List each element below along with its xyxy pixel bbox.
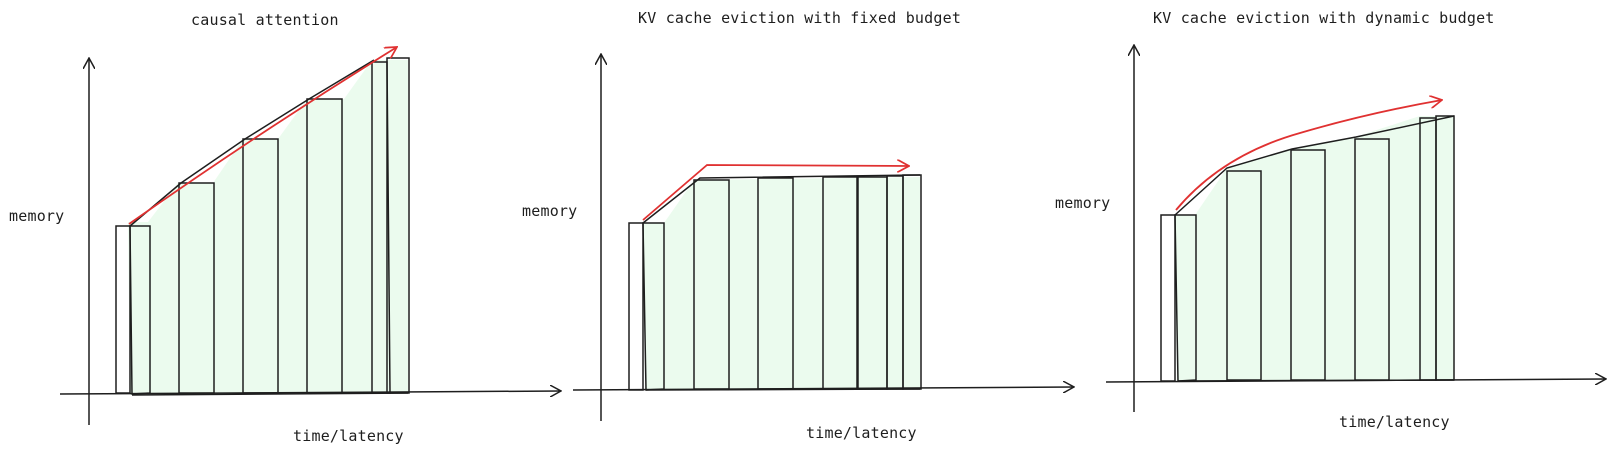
memory-bar (628, 222, 644, 391)
memory-fill-area (128, 60, 408, 395)
y-axis-label: memory (9, 207, 65, 225)
memory-bar (115, 225, 131, 394)
x-axis (572, 387, 1074, 390)
budget-trend-arrow (642, 165, 909, 221)
memory-fill-area (643, 177, 920, 390)
dynamic-trend-arrow (1175, 100, 1442, 211)
x-axis (1105, 379, 1606, 382)
y-axis-label: memory (522, 202, 578, 220)
x-axis-label: time/latency (293, 427, 404, 445)
panel-causal-attention (59, 47, 561, 425)
memory-envelope-line (1174, 115, 1455, 216)
memory-fill-area (1174, 116, 1454, 381)
x-axis-label: time/latency (1339, 413, 1450, 431)
x-axis (59, 391, 561, 394)
memory-envelope-line (129, 59, 375, 227)
memory-envelope-line (642, 174, 921, 224)
memory-bar (1174, 214, 1197, 382)
x-axis-label: time/latency (806, 424, 917, 442)
memory-bar (1226, 170, 1262, 381)
panel-title: KV cache eviction with fixed budget (638, 9, 962, 27)
panel-fixed-budget (572, 54, 1074, 421)
growth-trend-arrow (128, 47, 397, 225)
y-axis-label: memory (1055, 194, 1111, 212)
panel-title: causal attention (191, 11, 339, 29)
memory-bar (1160, 214, 1176, 382)
memory-bars (628, 174, 922, 391)
panel-dynamic-budget (1105, 45, 1606, 412)
panel-title: KV cache eviction with dynamic budget (1153, 9, 1495, 27)
